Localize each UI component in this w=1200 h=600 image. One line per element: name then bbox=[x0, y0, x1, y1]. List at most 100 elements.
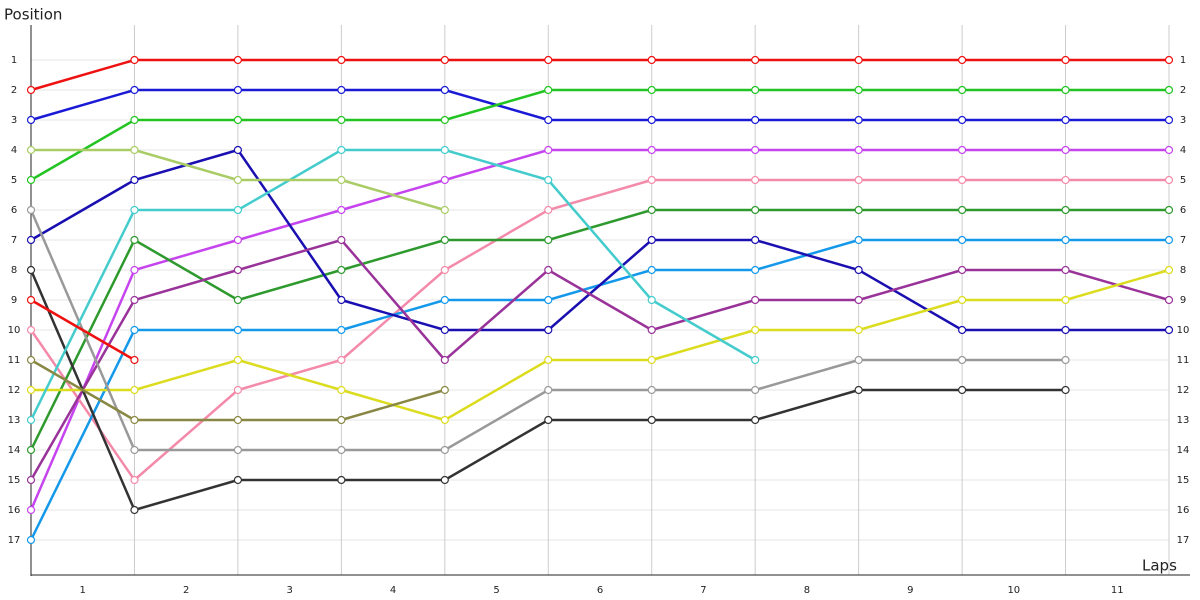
point bbox=[26, 385, 36, 395]
y-tick-label: 2 bbox=[11, 85, 17, 96]
point bbox=[233, 205, 243, 215]
y-tick-label-right: 7 bbox=[1180, 235, 1186, 246]
series-line bbox=[29, 238, 1170, 481]
point bbox=[1061, 355, 1070, 365]
x-tick-label: 4 bbox=[390, 585, 396, 596]
point bbox=[544, 235, 553, 245]
point bbox=[751, 325, 760, 335]
point bbox=[751, 115, 760, 125]
point bbox=[751, 385, 760, 395]
point bbox=[130, 145, 139, 155]
point bbox=[233, 145, 243, 155]
x-axis-title: Laps bbox=[1142, 557, 1177, 575]
point bbox=[440, 415, 449, 425]
point bbox=[440, 295, 449, 305]
point bbox=[233, 325, 243, 335]
point bbox=[337, 445, 346, 455]
point bbox=[544, 385, 553, 395]
point bbox=[440, 235, 449, 245]
x-tick-label: 11 bbox=[1111, 585, 1124, 596]
point bbox=[647, 235, 656, 245]
point bbox=[26, 205, 36, 215]
point bbox=[440, 355, 449, 365]
y-tick-label-right: 2 bbox=[1180, 85, 1186, 96]
y-tick-label: 14 bbox=[8, 445, 21, 456]
point bbox=[854, 55, 863, 65]
point bbox=[130, 265, 139, 275]
point bbox=[440, 85, 449, 95]
y-tick-label: 4 bbox=[11, 145, 17, 156]
point bbox=[751, 205, 760, 215]
point bbox=[337, 115, 346, 125]
point bbox=[1061, 115, 1070, 125]
point bbox=[440, 265, 449, 275]
x-tick-label: 9 bbox=[907, 585, 913, 596]
point bbox=[26, 475, 36, 485]
point bbox=[130, 115, 139, 125]
x-tick-label: 8 bbox=[804, 585, 810, 596]
point bbox=[440, 115, 449, 125]
y-tick-label-right: 11 bbox=[1177, 355, 1190, 366]
point bbox=[130, 55, 139, 65]
point bbox=[337, 295, 346, 305]
point bbox=[957, 235, 967, 245]
point bbox=[647, 55, 656, 65]
point bbox=[130, 325, 139, 335]
point bbox=[130, 355, 139, 365]
point bbox=[647, 175, 656, 185]
point bbox=[647, 415, 656, 425]
point bbox=[957, 355, 967, 365]
point bbox=[751, 85, 760, 95]
point bbox=[854, 85, 863, 95]
point bbox=[751, 265, 760, 275]
point bbox=[544, 355, 553, 365]
point bbox=[233, 235, 243, 245]
point bbox=[440, 145, 449, 155]
point bbox=[233, 445, 243, 455]
point bbox=[647, 325, 656, 335]
point bbox=[440, 55, 449, 65]
y-tick-label-right: 3 bbox=[1180, 115, 1186, 126]
point bbox=[440, 175, 449, 185]
point bbox=[854, 205, 863, 215]
point bbox=[854, 265, 863, 275]
point bbox=[233, 85, 243, 95]
y-tick-label: 3 bbox=[11, 115, 17, 126]
y-tick-label-right: 6 bbox=[1180, 205, 1186, 216]
point bbox=[1061, 295, 1070, 305]
point bbox=[337, 55, 346, 65]
point bbox=[130, 385, 139, 395]
point bbox=[1164, 295, 1174, 305]
y-tick-label: 12 bbox=[8, 385, 21, 396]
point bbox=[130, 475, 139, 485]
point bbox=[337, 145, 346, 155]
point bbox=[1164, 115, 1174, 125]
series-line bbox=[30, 148, 1169, 332]
y-tick-label-right: 5 bbox=[1180, 175, 1186, 186]
y-tick-label-right: 15 bbox=[1177, 475, 1190, 486]
point bbox=[26, 355, 36, 365]
point bbox=[233, 415, 243, 425]
y-tick-label: 6 bbox=[11, 205, 17, 216]
point bbox=[26, 115, 36, 125]
point bbox=[233, 115, 243, 125]
point bbox=[440, 385, 449, 395]
y-tick-label: 1 bbox=[11, 55, 17, 66]
y-tick-label-right: 13 bbox=[1177, 415, 1190, 426]
series-line bbox=[30, 88, 1169, 122]
point bbox=[1061, 85, 1070, 95]
y-tick-label: 7 bbox=[11, 235, 17, 246]
point bbox=[1061, 265, 1070, 275]
point bbox=[233, 175, 243, 185]
point bbox=[544, 265, 553, 275]
point bbox=[647, 115, 656, 125]
point bbox=[647, 355, 656, 365]
point bbox=[647, 85, 656, 95]
series-line bbox=[30, 58, 1169, 92]
point bbox=[337, 85, 346, 95]
point bbox=[233, 475, 243, 485]
x-tick-label: 1 bbox=[80, 585, 86, 596]
x-tick-label: 6 bbox=[597, 585, 603, 596]
point bbox=[233, 385, 243, 395]
point bbox=[1061, 325, 1070, 335]
